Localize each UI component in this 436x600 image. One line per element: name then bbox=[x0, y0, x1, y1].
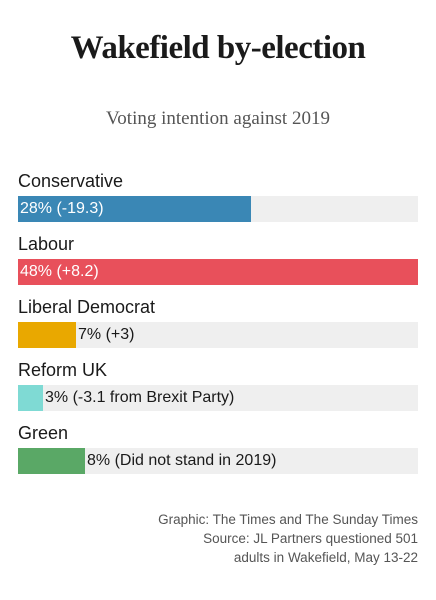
chart-title: Wakefield by-election bbox=[70, 30, 366, 66]
bar-track-green: 8% (Did not stand in 2019) bbox=[18, 448, 418, 474]
party-name-labour: Labour bbox=[18, 234, 75, 254]
bar-conservative bbox=[18, 196, 251, 222]
party-name-liberal-democrat: Liberal Democrat bbox=[18, 297, 156, 317]
bar-track-reform-uk: 3% (-3.1 from Brexit Party) bbox=[18, 385, 418, 411]
bar-label-green: 8% (Did not stand in 2019) bbox=[87, 452, 277, 469]
party-row-labour: Labour 48% (+8.2) bbox=[18, 233, 418, 295]
source-note: Graphic: The Times and The Sunday Times … bbox=[118, 510, 418, 567]
party-row-conservative: Conservative 28% (-19.3) bbox=[18, 170, 418, 232]
bar-reform-uk bbox=[18, 385, 43, 411]
bar-liberal-democrat bbox=[18, 322, 76, 348]
bar-green bbox=[18, 448, 85, 474]
party-name-reform-uk: Reform UK bbox=[18, 360, 108, 380]
party-row-reform-uk: Reform UK 3% (-3.1 from Brexit Party) bbox=[18, 359, 418, 421]
bar-label-conservative: 28% (-19.3) bbox=[20, 200, 104, 217]
source-line-sample: adults in Wakefield, May 13-22 bbox=[233, 550, 418, 565]
party-row-liberal-democrat: Liberal Democrat 7% (+3) bbox=[18, 296, 418, 358]
bar-track-liberal-democrat: 7% (+3) bbox=[18, 322, 418, 348]
party-name-conservative: Conservative bbox=[18, 171, 124, 191]
bar-label-liberal-democrat: 7% (+3) bbox=[78, 326, 135, 343]
bar-track-conservative: 28% (-19.3) bbox=[18, 196, 418, 222]
chart-subtitle: Voting intention against 2019 bbox=[106, 108, 330, 129]
party-row-green: Green 8% (Did not stand in 2019) bbox=[18, 422, 418, 484]
source-line-graphic: Graphic: The Times and The Sunday Times bbox=[158, 512, 418, 527]
bar-track-labour: 48% (+8.2) bbox=[18, 259, 418, 285]
party-name-green: Green bbox=[18, 423, 69, 443]
bar-label-labour: 48% (+8.2) bbox=[20, 263, 99, 280]
source-line-pollster: Source: JL Partners questioned 501 bbox=[203, 531, 418, 546]
bar-labour bbox=[18, 259, 418, 285]
bar-label-reform-uk: 3% (-3.1 from Brexit Party) bbox=[45, 389, 235, 406]
